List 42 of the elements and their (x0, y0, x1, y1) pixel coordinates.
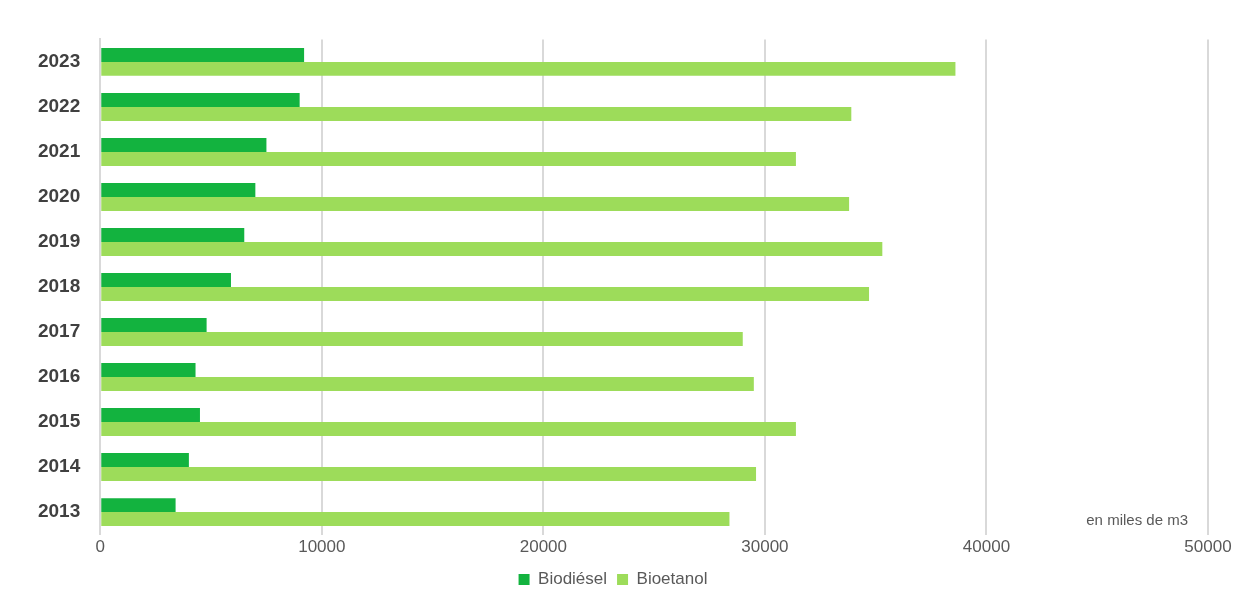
bar (101, 512, 730, 527)
x-tick-label: 20000 (519, 537, 567, 557)
bar (101, 92, 300, 107)
bar (101, 498, 176, 513)
y-tick-label: 2023 (37, 50, 81, 72)
bar (101, 377, 754, 391)
y-tick-label: 2013 (37, 500, 81, 522)
x-tick-label: 50000 (1184, 537, 1232, 557)
y-tick-label: 2015 (37, 410, 81, 432)
legend-label: Bioetanol (636, 569, 708, 589)
x-tick-label: 40000 (962, 537, 1011, 557)
bar (101, 467, 757, 482)
bar (101, 332, 743, 346)
bar (101, 151, 796, 166)
legend-label: Biodiésel (538, 569, 608, 589)
x-tick-label: 0 (95, 537, 105, 557)
y-tick-label: 2018 (37, 275, 81, 297)
bar (101, 273, 231, 287)
bar (101, 241, 883, 256)
bar (101, 453, 189, 468)
bar (101, 183, 256, 197)
y-tick-label: 2016 (37, 365, 81, 387)
bar (101, 228, 245, 242)
bar (101, 47, 305, 62)
bar (101, 287, 870, 301)
bar (101, 408, 200, 423)
bar (101, 61, 956, 76)
y-tick-label: 2019 (37, 230, 81, 252)
annotation: en miles de m3 (1086, 511, 1188, 529)
bar (101, 422, 796, 437)
x-tick-label: 10000 (298, 537, 346, 557)
y-tick-label: 2020 (37, 185, 81, 207)
y-tick-label: 2022 (37, 95, 81, 117)
y-tick-label: 2021 (37, 140, 81, 162)
bar (101, 196, 850, 211)
x-tick-label: 30000 (741, 537, 789, 557)
bar (101, 137, 267, 152)
y-tick-label: 2014 (37, 455, 81, 477)
bar (101, 318, 207, 333)
bar (101, 106, 852, 121)
y-tick-label: 2017 (37, 320, 81, 342)
bar (101, 363, 196, 378)
